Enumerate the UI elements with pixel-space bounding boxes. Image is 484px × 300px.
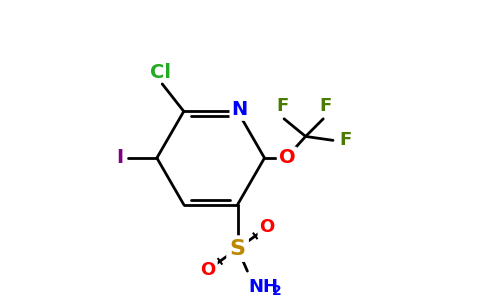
Text: NH: NH <box>248 278 278 296</box>
Text: F: F <box>339 131 351 149</box>
Text: F: F <box>276 97 288 115</box>
Text: O: O <box>279 148 295 167</box>
Text: O: O <box>200 261 216 279</box>
Text: S: S <box>229 238 245 259</box>
Text: 2: 2 <box>272 284 282 298</box>
Text: Cl: Cl <box>150 63 171 82</box>
Text: F: F <box>319 97 332 115</box>
Text: O: O <box>259 218 274 236</box>
Text: I: I <box>117 148 123 167</box>
Text: N: N <box>231 100 248 119</box>
